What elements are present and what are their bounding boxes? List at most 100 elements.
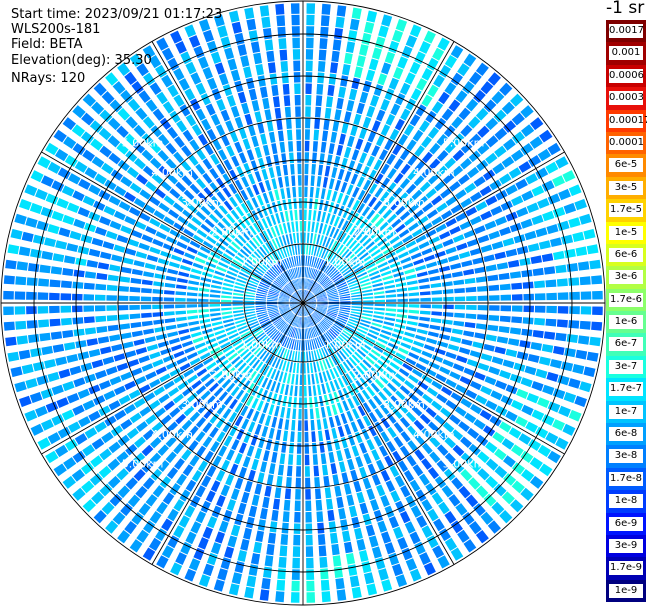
legend-swatch: 0.0003 <box>606 87 646 110</box>
range-gate-cell <box>304 317 307 328</box>
range-gate-cell <box>118 285 129 292</box>
range-gate-cell <box>158 460 170 472</box>
range-gate-cell <box>197 192 208 203</box>
range-gate-cell <box>96 272 108 280</box>
range-gate-cell <box>288 326 294 337</box>
range-gate-cell <box>269 268 278 277</box>
range-gate-cell <box>431 195 443 206</box>
range-gate-cell <box>162 492 175 505</box>
range-gate-cell <box>234 513 244 526</box>
range-gate-cell <box>248 505 258 518</box>
range-gate-cell <box>295 489 301 500</box>
range-gate-cell <box>203 408 214 419</box>
range-gate-cell <box>296 232 300 244</box>
range-gate-cell <box>178 399 189 411</box>
range-gate-cell <box>122 257 134 265</box>
range-gate-cell <box>240 55 250 68</box>
range-gate-cell <box>168 261 180 269</box>
range-gate-cell <box>381 62 392 75</box>
legend-label: 3e-7 <box>609 359 643 374</box>
range-gate-cell <box>197 133 208 146</box>
range-gate-cell <box>298 340 301 351</box>
range-gate-cell <box>483 425 496 437</box>
range-gate-cell <box>398 229 410 238</box>
range-gate-cell <box>432 47 445 61</box>
range-gate-cell <box>310 327 314 338</box>
range-gate-cell <box>95 283 107 291</box>
range-gate-cell <box>220 299 232 303</box>
range-gate-cell <box>382 275 393 281</box>
range-gate-cell <box>179 334 191 342</box>
range-gate-cell <box>256 248 265 258</box>
range-gate-cell <box>117 485 131 499</box>
range-gate-cell <box>291 373 295 385</box>
range-gate-cell <box>391 378 402 388</box>
range-gate-cell <box>174 136 185 148</box>
range-gate-cell <box>290 299 301 303</box>
range-gate-cell <box>78 416 91 428</box>
range-gate-cell <box>222 408 232 419</box>
range-gate-cell <box>235 282 246 287</box>
range-gate-cell <box>337 218 345 229</box>
range-gate-cell <box>120 89 133 103</box>
range-gate-cell <box>124 215 137 226</box>
range-gate-cell <box>361 561 372 574</box>
range-gate-cell <box>313 312 322 320</box>
range-gate-cell <box>441 386 453 396</box>
range-gate-cell <box>166 173 178 185</box>
range-gate-cell <box>327 509 335 522</box>
range-gate-cell <box>182 464 194 477</box>
range-gate-cell <box>257 313 268 318</box>
range-gate-cell <box>405 98 417 111</box>
range-gate-cell <box>393 328 404 335</box>
range-gate-cell <box>55 444 69 458</box>
range-gate-cell <box>241 176 250 188</box>
range-gate-cell <box>217 568 228 581</box>
range-gate-cell <box>393 172 404 184</box>
range-gate-cell <box>428 236 440 245</box>
range-gate-cell <box>145 181 157 192</box>
range-gate-cell <box>499 283 511 291</box>
range-gate-cell <box>421 247 433 256</box>
range-gate-cell <box>423 344 435 352</box>
range-gate-cell <box>324 165 331 177</box>
range-gate-cell <box>153 210 165 220</box>
range-gate-cell <box>156 37 169 51</box>
range-gate-cell <box>379 266 390 273</box>
legend-swatch: 6e-7 <box>606 333 646 356</box>
range-gate-cell <box>28 334 40 343</box>
range-gate-cell <box>283 287 292 295</box>
range-gate-cell <box>330 62 339 74</box>
range-gate-cell <box>181 258 193 266</box>
range-gate-cell <box>444 55 458 69</box>
range-gate-cell <box>467 427 480 440</box>
range-gate-cell <box>291 244 295 256</box>
range-gate-cell <box>305 304 314 311</box>
range-gate-cell <box>232 300 243 303</box>
range-gate-cell <box>344 541 353 554</box>
range-gate-cell <box>120 225 132 235</box>
range-gate-cell <box>310 268 314 279</box>
range-gate-cell <box>217 25 228 38</box>
range-gate-cell <box>251 135 259 148</box>
range-gate-cell <box>362 116 372 129</box>
range-gate-cell <box>279 322 287 331</box>
range-gate-cell <box>288 314 296 324</box>
range-gate-cell <box>470 403 482 415</box>
range-gate-cell <box>402 362 413 372</box>
range-gate-cell <box>310 419 315 431</box>
range-gate-cell <box>316 176 322 187</box>
range-gate-cell <box>113 353 126 362</box>
range-gate-cell <box>494 448 507 461</box>
range-gate-cell <box>473 176 486 187</box>
range-gate-cell <box>145 414 157 425</box>
range-gate-cell <box>337 205 345 217</box>
range-gate-cell <box>452 133 465 146</box>
range-gate-cell <box>304 266 307 278</box>
range-gate-cell <box>463 330 475 338</box>
range-gate-cell <box>371 120 381 132</box>
range-gate-cell <box>279 275 287 284</box>
range-gate-cell <box>306 362 310 374</box>
range-gate-cell <box>393 271 404 278</box>
range-gate-cell <box>284 384 289 396</box>
